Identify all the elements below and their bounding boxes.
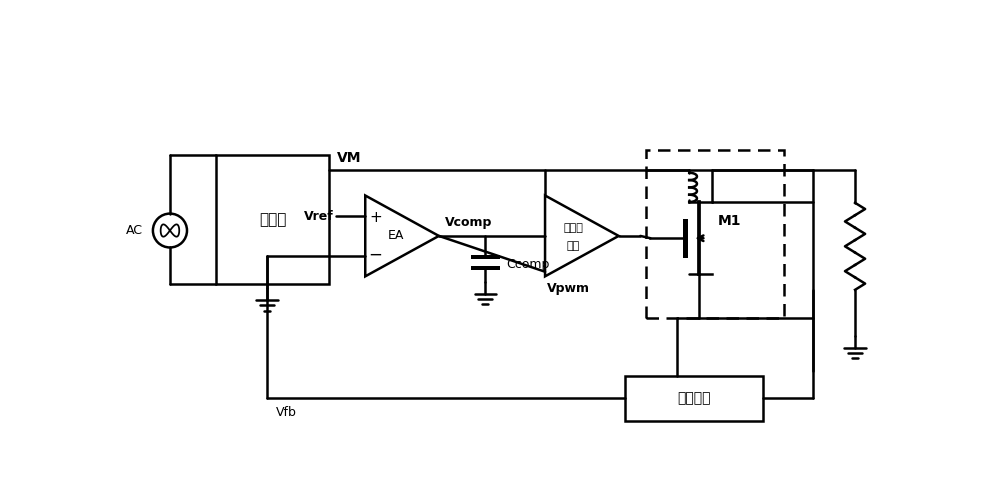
Text: 反馈电路: 反馈电路 xyxy=(677,391,711,405)
Text: EA: EA xyxy=(388,229,404,242)
Text: Ccomp: Ccomp xyxy=(506,258,550,271)
Text: AC: AC xyxy=(126,224,143,237)
Text: Vref: Vref xyxy=(304,210,333,223)
Text: M1: M1 xyxy=(718,214,741,228)
Text: 整流器: 整流器 xyxy=(259,212,286,227)
Text: +: + xyxy=(369,210,382,225)
Text: Vcomp: Vcomp xyxy=(445,216,492,228)
Text: −: − xyxy=(368,245,382,264)
Bar xyxy=(646,150,784,318)
Bar xyxy=(216,155,329,284)
Text: Vpwm: Vpwm xyxy=(547,282,590,295)
Text: 脉宽调: 脉宽调 xyxy=(563,223,583,233)
Bar xyxy=(625,376,763,421)
Text: VM: VM xyxy=(337,151,361,165)
Text: Vfb: Vfb xyxy=(276,406,297,419)
Text: 制器: 制器 xyxy=(566,241,580,251)
